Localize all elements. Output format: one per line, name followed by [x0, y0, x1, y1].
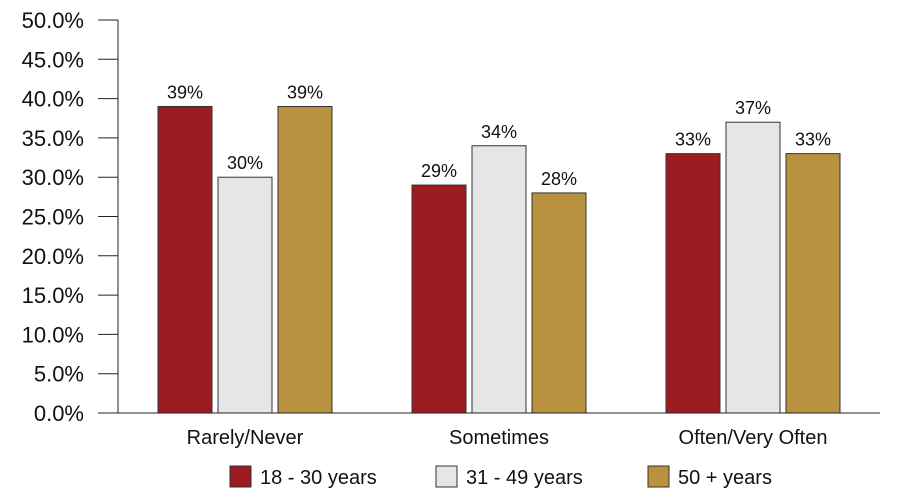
data-label: 39%	[167, 82, 203, 102]
legend-label: 18 - 30 years	[260, 467, 377, 489]
bar	[217, 176, 273, 414]
y-tick-label: 5.0%	[34, 362, 84, 387]
bar	[665, 153, 721, 414]
bar	[785, 153, 841, 414]
legend-label: 31 - 49 years	[466, 467, 583, 489]
bars: 39% 30% 39% 29% 34% 28% 33% 37% 33%	[157, 82, 841, 414]
legend-swatch	[647, 465, 670, 488]
y-tick-label: 50.0%	[22, 8, 84, 33]
data-label: 28%	[541, 169, 577, 189]
y-axis: 0.0% 5.0% 10.0% 15.0% 20.0% 25.0% 30.0% 35.0% 40…	[22, 8, 119, 426]
legend-swatch	[229, 465, 252, 488]
x-tick-label: Sometimes	[449, 427, 549, 449]
data-label: 29%	[421, 161, 457, 181]
bar	[531, 192, 587, 414]
y-tick-label: 20.0%	[22, 244, 84, 269]
data-label: 30%	[227, 153, 263, 173]
x-axis: Rarely/Never Sometimes Often/Very Often	[98, 412, 880, 449]
legend-swatch	[435, 465, 458, 488]
legend: 18 - 30 years 31 - 49 years 50 + years	[229, 465, 772, 489]
bar	[411, 184, 467, 414]
y-tick-label: 10.0%	[22, 322, 84, 347]
bar	[725, 121, 781, 414]
y-tick-label: 25.0%	[22, 205, 84, 230]
bar	[471, 145, 527, 414]
x-tick-label: Rarely/Never	[187, 427, 304, 449]
x-tick-label: Often/Very Often	[679, 427, 828, 449]
data-label: 33%	[675, 130, 711, 150]
data-label: 33%	[795, 130, 831, 150]
bar	[157, 105, 213, 414]
y-tick-label: 30.0%	[22, 165, 84, 190]
y-tick-label: 15.0%	[22, 283, 84, 308]
data-label: 34%	[481, 122, 517, 142]
y-tick-label: 0.0%	[34, 401, 84, 426]
y-tick-label: 45.0%	[22, 47, 84, 72]
data-label: 37%	[735, 98, 771, 118]
legend-label: 50 + years	[678, 467, 772, 489]
bar	[277, 105, 333, 414]
y-tick-label: 35.0%	[22, 126, 84, 151]
data-label: 39%	[287, 82, 323, 102]
y-tick-label: 40.0%	[22, 87, 84, 112]
